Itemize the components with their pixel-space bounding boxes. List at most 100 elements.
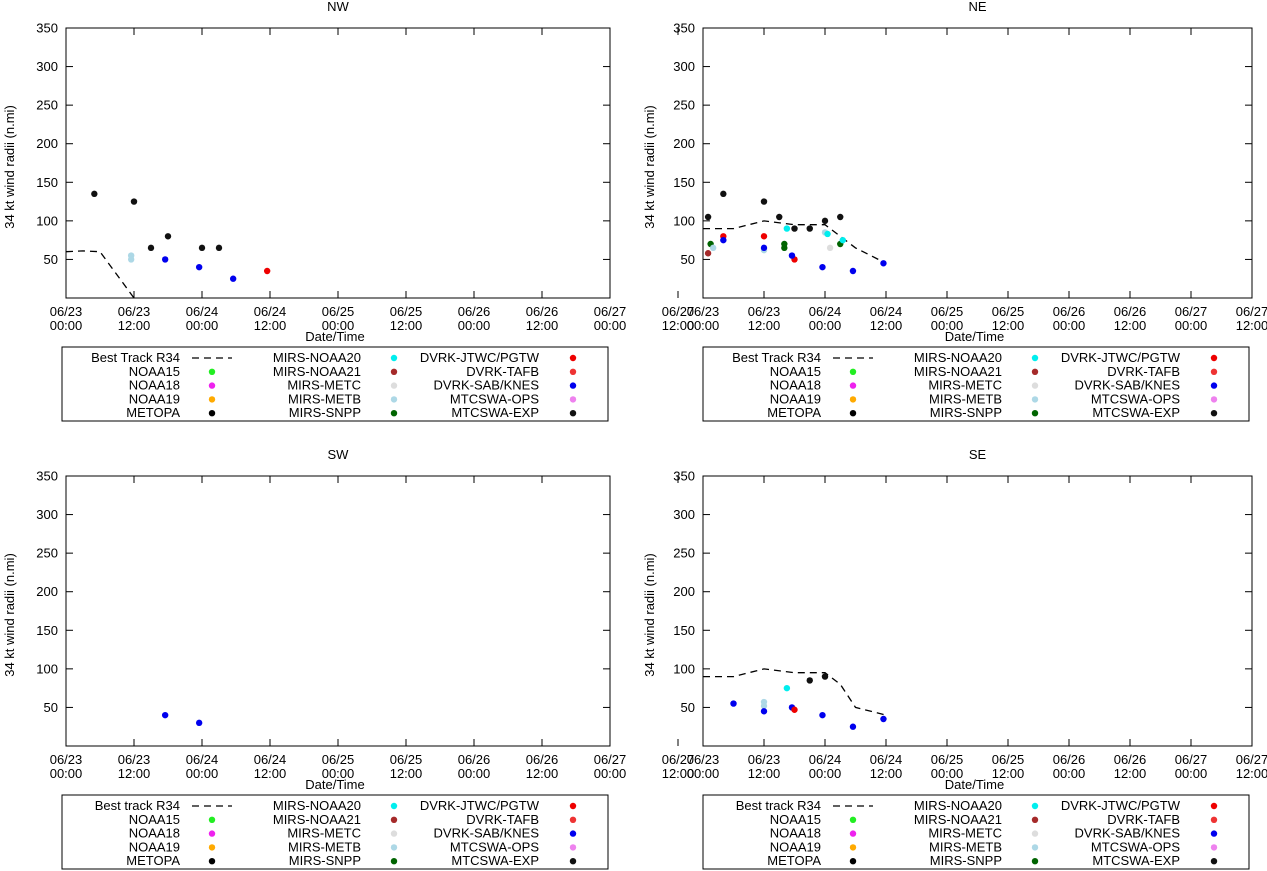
legend-label-dvrk-jtwc-pgtw: DVRK-JTWC/PGTW bbox=[1061, 798, 1181, 813]
point-mirs-noaa21 bbox=[704, 250, 712, 257]
legend-label-mirs-metc: MIRS-METC bbox=[287, 826, 361, 841]
y-tick-label: 50 bbox=[44, 700, 58, 715]
point-mirs-noaa20 bbox=[783, 684, 791, 692]
point-mirs-noaa20 bbox=[824, 230, 831, 238]
legend-symbol-mirs-snpp bbox=[1031, 858, 1039, 865]
legend-symbol-noaa15 bbox=[849, 816, 857, 823]
legend-symbol-mirs-metc bbox=[390, 830, 398, 837]
x-tick-label-time: 12:00 bbox=[118, 318, 151, 333]
x-tick-label-date: 06/24 bbox=[254, 752, 287, 767]
point-mirs-metb bbox=[127, 256, 135, 263]
legend-symbol-mtcswa-ops bbox=[1210, 844, 1218, 851]
legend-symbol-dvrk-tafb bbox=[569, 816, 577, 823]
x-axis-label: Date/Time bbox=[305, 329, 364, 344]
legend-symbol-mirs-noaa20 bbox=[390, 802, 398, 810]
legend-label-mirs-noaa21: MIRS-NOAA21 bbox=[273, 364, 361, 379]
x-tick-label-date: 06/27 bbox=[1175, 752, 1208, 767]
legend-label-best-track: Best Track R34 bbox=[91, 350, 180, 365]
legend-frame bbox=[61, 346, 609, 422]
legend-symbol-dvrk-jtwc-pgtw bbox=[569, 802, 577, 810]
x-tick-label-time: 00:00 bbox=[931, 318, 964, 333]
legend-label-dvrk-jtwc-pgtw: DVRK-JTWC/PGTW bbox=[1061, 350, 1181, 365]
x-tick-label-time: 12:00 bbox=[1236, 766, 1267, 781]
legend-symbol-noaa15 bbox=[208, 816, 216, 823]
x-tick-label-date: 06/25 bbox=[390, 752, 423, 767]
y-tick-label: 200 bbox=[36, 136, 58, 151]
legend-symbol-noaa18 bbox=[849, 382, 857, 389]
x-tick-label-date: 06/27 bbox=[662, 304, 695, 319]
x-tick-label-time: 00:00 bbox=[50, 766, 83, 781]
x-tick-label-date: 06/24 bbox=[186, 304, 219, 319]
point-mtcswa-exp bbox=[837, 213, 844, 221]
legend-label-mtcswa-ops: MTCSWA-OPS bbox=[450, 839, 539, 854]
x-tick-label-time: 12:00 bbox=[870, 318, 903, 333]
legend-symbol-dvrk-tafb bbox=[1210, 816, 1218, 823]
legend-label-dvrk-sab-knes: DVRK-SAB/KNES bbox=[1075, 378, 1181, 393]
x-tick-label-time: 00:00 bbox=[50, 318, 83, 333]
point-mirs-metb bbox=[709, 244, 717, 252]
legend-symbol-mirs-metb bbox=[390, 844, 398, 851]
x-tick-label-time: 00:00 bbox=[322, 766, 355, 781]
point-mtcswa-exp bbox=[147, 244, 155, 252]
legend-symbol-dvrk-sab-knes bbox=[569, 830, 577, 837]
y-tick-label: 350 bbox=[673, 21, 695, 36]
point-dvrk-sab-knes bbox=[880, 260, 887, 267]
x-axis-label: Date/Time bbox=[945, 329, 1004, 344]
x-tick-label-date: 06/23 bbox=[118, 304, 151, 319]
x-axis-label: Date/Time bbox=[945, 777, 1004, 792]
panel-ne: NE5010015020025030035006/2300:0006/2312:… bbox=[642, 0, 1267, 422]
x-tick-label-date: 06/23 bbox=[118, 752, 151, 767]
best-track-line bbox=[703, 668, 887, 716]
plot-frame bbox=[702, 475, 1253, 747]
x-tick-label-time: 12:00 bbox=[662, 318, 695, 333]
legend-symbol-dvrk-tafb bbox=[1210, 368, 1218, 375]
x-tick-label-date: 06/24 bbox=[870, 752, 903, 767]
legend-symbol-mtcswa-ops bbox=[1210, 396, 1218, 403]
legend-label-dvrk-sab-knes: DVRK-SAB/KNES bbox=[434, 378, 540, 393]
x-tick-label-time: 12:00 bbox=[390, 766, 423, 781]
legend-label-best-track: Best Track R34 bbox=[732, 350, 821, 365]
legend-label-metopa: METOPA bbox=[126, 853, 180, 868]
legend-label-mirs-metb: MIRS-METB bbox=[929, 391, 1002, 406]
legend-symbol-mtcswa-ops bbox=[569, 844, 577, 851]
legend-symbol-mtcswa-ops bbox=[569, 396, 577, 403]
x-tick-label-time: 12:00 bbox=[1114, 766, 1147, 781]
legend-symbol-mtcswa-exp bbox=[1210, 410, 1218, 417]
legend-label-noaa15: NOAA15 bbox=[129, 364, 180, 379]
legend-label-mirs-noaa20: MIRS-NOAA20 bbox=[273, 798, 361, 813]
x-tick-label-time: 12:00 bbox=[992, 766, 1025, 781]
x-tick-label-time: 00:00 bbox=[1053, 318, 1086, 333]
x-tick-label-time: 12:00 bbox=[254, 766, 287, 781]
x-tick-label-date: 06/25 bbox=[992, 304, 1025, 319]
legend-label-noaa15: NOAA15 bbox=[129, 812, 180, 827]
x-tick-label-date: 06/25 bbox=[390, 304, 423, 319]
legend-symbol-dvrk-jtwc-pgtw bbox=[1210, 354, 1218, 362]
legend-label-best-track: Best track R34 bbox=[736, 798, 821, 813]
x-tick-label-time: 00:00 bbox=[931, 766, 964, 781]
x-tick-label-date: 06/23 bbox=[748, 752, 781, 767]
plot-frame bbox=[702, 27, 1253, 299]
point-mirs-noaa20 bbox=[839, 236, 846, 244]
x-tick-label-time: 12:00 bbox=[1114, 318, 1147, 333]
x-tick-label-time: 12:00 bbox=[526, 766, 559, 781]
point-dvrk-sab-knes bbox=[195, 719, 203, 727]
legend-symbol-noaa18 bbox=[849, 830, 857, 837]
y-tick-label: 300 bbox=[36, 59, 58, 74]
x-tick-label-time: 00:00 bbox=[186, 318, 219, 333]
point-dvrk-sab-knes bbox=[760, 244, 768, 252]
point-dvrk-jtwc-pgtw bbox=[791, 706, 798, 713]
legend-label-mirs-snpp: MIRS-SNPP bbox=[930, 405, 1002, 420]
y-tick-label: 200 bbox=[673, 584, 695, 599]
legend-frame bbox=[702, 794, 1250, 870]
y-tick-label: 150 bbox=[36, 175, 58, 190]
legend-symbol-mirs-noaa20 bbox=[390, 354, 398, 362]
legend-label-mirs-metb: MIRS-METB bbox=[288, 391, 361, 406]
legend-symbol-mirs-noaa20 bbox=[1031, 354, 1039, 362]
y-tick-label: 150 bbox=[673, 175, 695, 190]
legend-symbol-mirs-metb bbox=[1031, 396, 1039, 403]
legend-symbol-noaa15 bbox=[208, 368, 216, 375]
legend-label-noaa15: NOAA15 bbox=[770, 364, 821, 379]
